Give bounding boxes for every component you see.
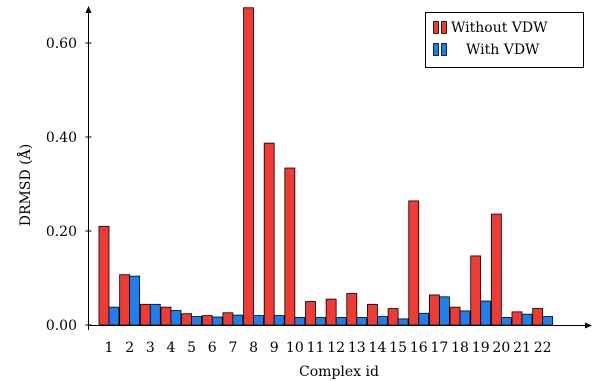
x-tick-label-21: 21 (513, 340, 531, 356)
legend-label-with-vdw: With VDW (466, 42, 540, 58)
y-axis-title: DRMSD (Å) (16, 144, 34, 226)
legend-label-without-vdw: Without VDW (451, 20, 548, 36)
x-tick-label-11: 11 (307, 340, 325, 356)
x-tick-label-10: 10 (286, 340, 304, 356)
bar-with-vdw-2 (129, 275, 141, 326)
x-tick-label-8: 8 (249, 340, 258, 356)
bar-without-vdw-19 (470, 255, 482, 326)
bar-without-vdw-22 (532, 308, 544, 326)
bar-without-vdw-8 (243, 7, 254, 326)
legend-swatch-with-vdw-2 (441, 43, 447, 56)
x-tick-label-20: 20 (492, 340, 510, 356)
x-tick-label-3: 3 (146, 340, 155, 356)
bar-without-vdw-18 (449, 306, 461, 326)
bar-with-vdw-10 (294, 317, 306, 326)
bar-without-vdw-5 (181, 313, 193, 326)
bar-without-vdw-9 (263, 142, 275, 326)
bar-with-vdw-18 (459, 310, 471, 326)
bar-without-vdw-3 (139, 303, 151, 326)
bar-with-vdw-3 (149, 303, 161, 326)
bar-with-vdw-13 (356, 317, 368, 326)
x-tick-label-17: 17 (430, 340, 448, 356)
bar-with-vdw-4 (170, 310, 182, 326)
bar-with-vdw-15 (397, 318, 409, 326)
bar-without-vdw-14 (367, 303, 378, 326)
y-tick-label-3: 0.60 (46, 36, 77, 52)
y-ticks-group: 0.00 0.20 0.40 0.60 (46, 36, 92, 334)
bar-without-vdw-15 (387, 308, 399, 326)
bar-without-vdw-11 (305, 301, 316, 326)
bar-without-vdw-12 (325, 298, 337, 326)
bar-with-vdw-6 (211, 316, 223, 326)
legend: Without VDW With VDW (425, 12, 584, 68)
bar-without-vdw-4 (160, 306, 172, 326)
bar-without-vdw-1 (98, 225, 110, 326)
bar-with-vdw-5 (191, 316, 203, 326)
x-tick-label-14: 14 (369, 340, 387, 356)
legend-swatch-without-vdw (433, 21, 439, 34)
bar-with-vdw-11 (315, 317, 326, 326)
bar-with-vdw-1 (108, 306, 120, 326)
bars-group (98, 7, 554, 326)
bar-without-vdw-7 (222, 312, 234, 326)
y-tick-label-2: 0.40 (46, 130, 77, 146)
legend-swatch-with-vdw (433, 43, 439, 56)
x-tick-label-7: 7 (228, 340, 237, 356)
y-axis-arrow (85, 6, 92, 13)
bar-without-vdw-16 (408, 200, 420, 326)
bar-with-vdw-22 (542, 316, 554, 326)
x-tick-label-13: 13 (348, 340, 366, 356)
bar-without-vdw-20 (490, 213, 502, 326)
bar-without-vdw-17 (428, 294, 440, 326)
x-tick-label-19: 19 (472, 340, 490, 356)
x-tick-label-22: 22 (534, 340, 552, 356)
x-axis-title: Complex id (299, 364, 379, 380)
x-tick-label-5: 5 (187, 340, 196, 356)
bar-without-vdw-10 (284, 167, 296, 326)
x-tick-label-9: 9 (270, 340, 279, 356)
bar-without-vdw-2 (119, 274, 131, 326)
bar-with-vdw-7 (232, 314, 244, 326)
x-axis-arrow (585, 322, 592, 329)
bar-with-vdw-9 (273, 315, 285, 326)
bar-without-vdw-21 (511, 311, 523, 326)
legend-swatch-without-vdw-2 (441, 21, 447, 34)
x-tick-label-12: 12 (327, 340, 345, 356)
axes-group (85, 6, 592, 330)
bar-with-vdw-16 (418, 312, 430, 326)
x-ticks-group: 1 2 3 4 5 6 7 8 9 10 11 12 13 14 15 16 17 18 19 20 21 22 (105, 340, 552, 356)
x-tick-label-6: 6 (208, 340, 217, 356)
y-tick-label-0: 0.00 (46, 318, 77, 334)
bar-with-vdw-17 (438, 296, 450, 326)
bar-with-vdw-19 (480, 300, 492, 326)
x-tick-label-2: 2 (125, 340, 134, 356)
x-tick-label-18: 18 (451, 340, 469, 356)
y-tick-label-1: 0.20 (46, 224, 77, 240)
x-tick-label-1: 1 (105, 340, 114, 356)
bar-with-vdw-20 (500, 317, 512, 326)
x-tick-label-16: 16 (410, 340, 428, 356)
bar-without-vdw-6 (201, 315, 213, 326)
x-tick-label-4: 4 (166, 340, 175, 356)
bar-with-vdw-8 (253, 315, 264, 326)
legend-box (425, 12, 584, 68)
bar-with-vdw-21 (521, 313, 533, 326)
bar-with-vdw-14 (377, 316, 388, 326)
x-tick-label-15: 15 (389, 340, 407, 356)
bar-without-vdw-13 (346, 293, 358, 326)
bar-with-vdw-12 (335, 317, 347, 326)
